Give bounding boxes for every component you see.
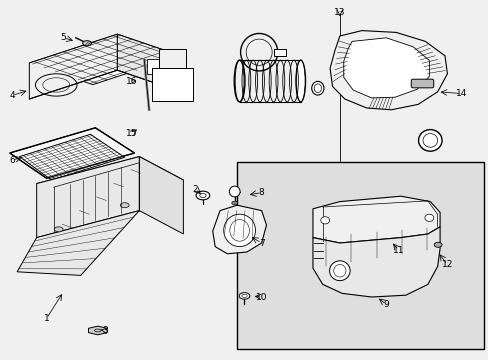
Text: 2: 2: [192, 184, 198, 194]
Ellipse shape: [54, 227, 63, 232]
Text: 7: 7: [258, 238, 264, 248]
Polygon shape: [29, 34, 117, 99]
Polygon shape: [117, 34, 181, 92]
Text: 6: 6: [9, 156, 15, 165]
Ellipse shape: [239, 293, 249, 299]
Polygon shape: [312, 196, 439, 243]
Text: 3: 3: [102, 326, 108, 335]
Bar: [159, 49, 185, 68]
Polygon shape: [312, 227, 439, 297]
Bar: [273, 49, 285, 56]
Bar: [151, 68, 193, 101]
Polygon shape: [20, 134, 124, 180]
Polygon shape: [212, 205, 266, 254]
Text: 14: 14: [455, 89, 467, 98]
Text: 5: 5: [61, 33, 66, 42]
Polygon shape: [343, 38, 428, 98]
Text: 16: 16: [126, 77, 138, 85]
FancyBboxPatch shape: [410, 79, 433, 88]
Bar: [146, 59, 171, 74]
Text: 11: 11: [392, 246, 404, 255]
Ellipse shape: [231, 201, 237, 205]
Text: 10: 10: [255, 292, 267, 302]
Ellipse shape: [311, 81, 323, 95]
Polygon shape: [329, 31, 447, 110]
Ellipse shape: [120, 203, 129, 208]
Ellipse shape: [320, 217, 329, 224]
Ellipse shape: [223, 214, 255, 247]
Polygon shape: [17, 211, 139, 275]
Text: 8: 8: [258, 188, 264, 197]
Polygon shape: [139, 157, 183, 234]
Text: 9: 9: [383, 300, 388, 309]
Text: 12: 12: [441, 260, 452, 269]
Polygon shape: [88, 326, 107, 335]
Bar: [237, 162, 483, 349]
Ellipse shape: [424, 214, 433, 221]
Ellipse shape: [433, 242, 441, 247]
Ellipse shape: [82, 41, 91, 46]
Ellipse shape: [229, 186, 240, 197]
Ellipse shape: [196, 191, 209, 200]
Text: 13: 13: [333, 8, 345, 17]
Ellipse shape: [295, 60, 305, 102]
Text: 1: 1: [43, 314, 49, 323]
Ellipse shape: [418, 130, 441, 151]
Ellipse shape: [329, 261, 349, 281]
Polygon shape: [29, 34, 181, 85]
Text: 4: 4: [9, 91, 15, 100]
Polygon shape: [10, 128, 134, 178]
Polygon shape: [37, 157, 139, 238]
Text: 15: 15: [126, 129, 138, 138]
Polygon shape: [37, 157, 183, 207]
